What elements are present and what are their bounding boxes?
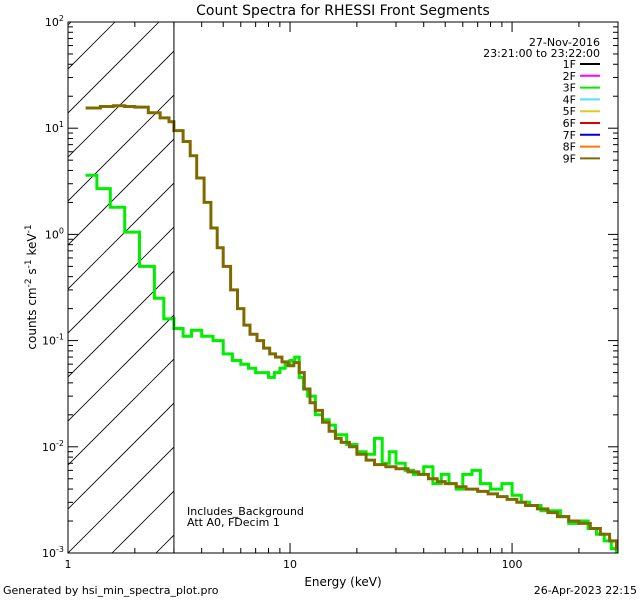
hatch-line	[68, 50, 174, 158]
annotation-background: Includes_Background	[187, 505, 304, 518]
x-tick-label: 100	[502, 558, 523, 571]
legend-label-9F: 9F	[563, 152, 576, 165]
y-tick-label: 101	[45, 120, 64, 135]
annotation-attenuator: Att A0, FDecim 1	[187, 516, 280, 529]
chart-title: Count Spectra for RHESSI Front Segments	[196, 3, 490, 19]
hatch-line	[68, 402, 174, 510]
hatch-line	[68, 22, 116, 70]
legend-label-1F: 1F	[563, 58, 576, 71]
legend-label-5F: 5F	[563, 105, 576, 118]
series-line-3F	[85, 173, 618, 553]
series-line-9F	[85, 104, 618, 551]
y-tick-label: 102	[45, 14, 64, 29]
footer-timestamp: 26-Apr-2023 22:15	[534, 584, 637, 597]
hatch-line	[68, 22, 160, 114]
hatch-line	[68, 270, 174, 378]
y-tick-label: 10-2	[42, 439, 64, 454]
hatch-line	[332, 22, 640, 553]
y-axis-label: counts cm-2 s-1 keV-1	[24, 224, 39, 349]
hatch-line	[68, 94, 174, 202]
legend-label-8F: 8F	[563, 141, 576, 154]
hatch-line	[68, 182, 174, 290]
y-tick-label: 10-3	[42, 545, 64, 560]
date-label: 27-Nov-2016	[529, 36, 600, 49]
hatch-line	[68, 138, 174, 246]
legend-label-6F: 6F	[563, 117, 576, 130]
legend-label-2F: 2F	[563, 70, 576, 83]
hatch-line	[68, 226, 174, 334]
time-range-label: 23:21:00 to 23:22:00	[483, 47, 600, 60]
plot-frame	[67, 21, 619, 554]
hatch-line	[68, 446, 174, 553]
x-tick-label: 10	[283, 558, 297, 571]
svg-text:counts cm-2 s-1 keV-1: counts cm-2 s-1 keV-1	[24, 224, 39, 349]
hatch-line	[464, 22, 640, 553]
hatch-line	[111, 490, 174, 553]
hatch-line	[420, 22, 640, 553]
x-tick-label: 1	[65, 558, 72, 571]
y-tick-label: 10-1	[42, 333, 64, 348]
legend-label-3F: 3F	[563, 82, 576, 95]
hatched-region	[68, 22, 640, 553]
x-axis-label: Energy (keV)	[304, 575, 381, 589]
y-tick-label: 100	[45, 226, 64, 241]
legend-label-7F: 7F	[563, 129, 576, 142]
footer-generated-by: Generated by hsi_min_spectra_plot.pro	[3, 584, 219, 597]
legend-label-4F: 4F	[563, 93, 576, 106]
